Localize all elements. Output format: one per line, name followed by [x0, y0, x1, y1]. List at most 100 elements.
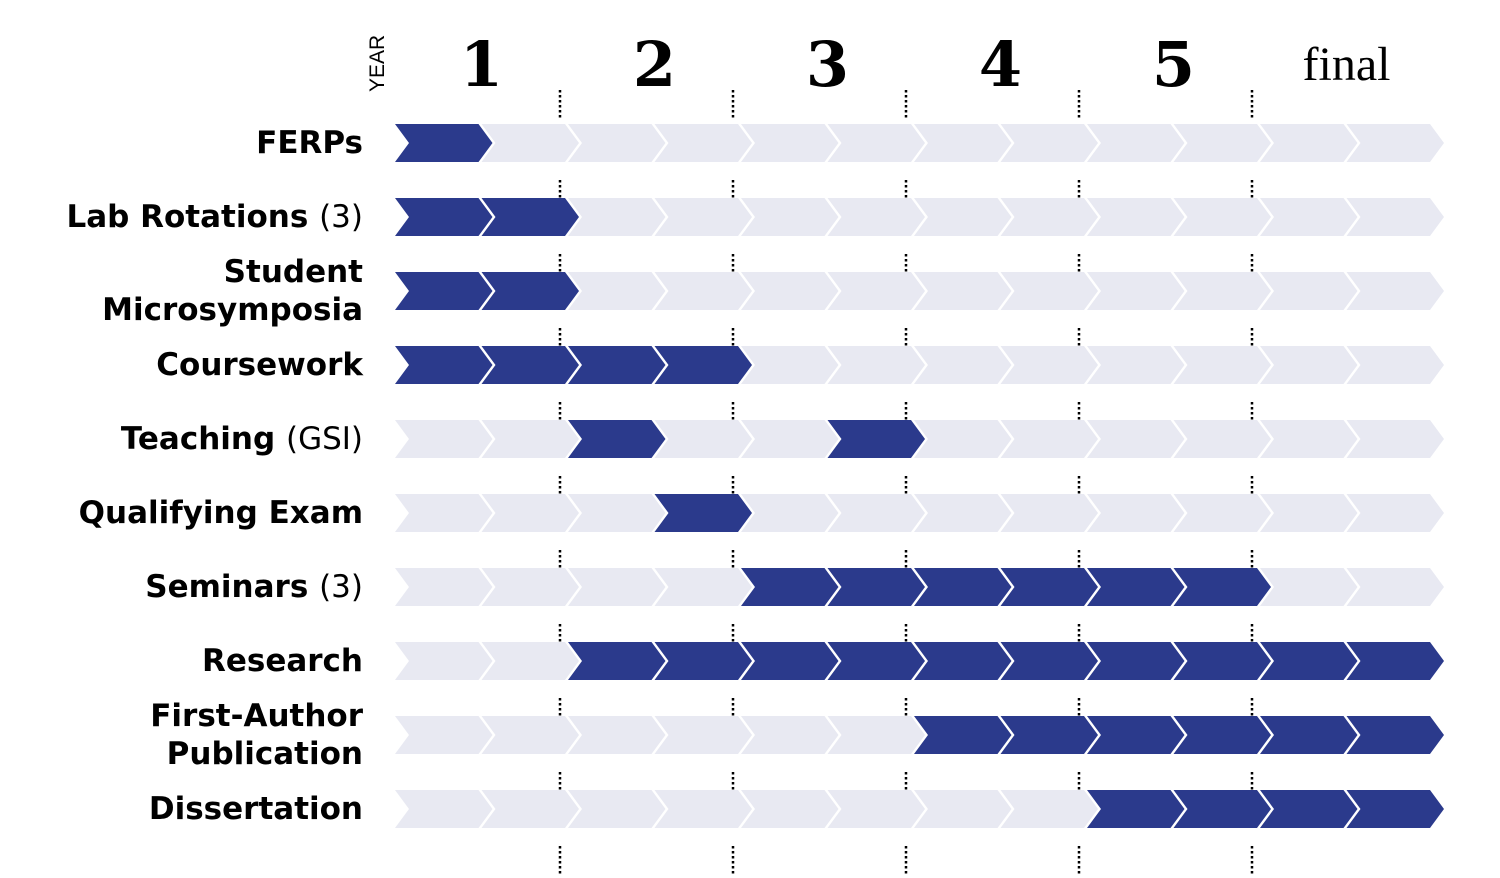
chevron-inactive: [1260, 494, 1358, 532]
chevron-active: [1346, 716, 1444, 754]
chevron-inactive: [827, 790, 925, 828]
chevron-active: [914, 716, 1012, 754]
chevron-inactive: [914, 346, 1012, 384]
row-label-text: Lab Rotations: [66, 199, 319, 235]
chevron-inactive: [1346, 272, 1444, 310]
row-label-note: (3): [319, 199, 363, 235]
row-label: Student: [224, 254, 363, 290]
year-2-label: 2: [633, 28, 676, 101]
chevron-inactive: [741, 790, 839, 828]
chevron-inactive: [1346, 346, 1444, 384]
chevron-active: [395, 124, 493, 162]
chevron-inactive: [1260, 124, 1358, 162]
chevron-inactive: [395, 420, 493, 458]
year-final-label: final: [1303, 38, 1391, 91]
chevron-inactive: [1087, 494, 1185, 532]
chevron-inactive: [1087, 124, 1185, 162]
chevron-inactive: [827, 272, 925, 310]
chevron-active: [481, 198, 579, 236]
year-3-label: 3: [806, 28, 849, 101]
chevron-inactive: [654, 272, 752, 310]
chevron-inactive: [654, 198, 752, 236]
chevron-active: [827, 420, 925, 458]
year-1-label: 1: [460, 28, 503, 101]
chevron-active: [1346, 790, 1444, 828]
timeline-row: Qualifying Exam: [79, 494, 1444, 532]
chevron-inactive: [481, 494, 579, 532]
chevron-inactive: [568, 494, 666, 532]
chevron-inactive: [741, 346, 839, 384]
chevron-active: [1087, 716, 1185, 754]
chevron-inactive: [914, 790, 1012, 828]
chevron-inactive: [1000, 272, 1098, 310]
chevron-inactive: [481, 568, 579, 606]
chevron-active: [1346, 642, 1444, 680]
chevron-inactive: [741, 198, 839, 236]
chevron-inactive: [654, 716, 752, 754]
chevron-inactive: [914, 124, 1012, 162]
chevron-inactive: [741, 716, 839, 754]
chevron-inactive: [395, 568, 493, 606]
row-label-text: Seminars: [145, 569, 319, 605]
row-label: Teaching (GSI): [121, 421, 363, 457]
chevron-active: [741, 642, 839, 680]
chevron-inactive: [914, 198, 1012, 236]
row-label-note: (GSI): [286, 421, 363, 457]
chevron-active: [395, 346, 493, 384]
chevron-inactive: [1000, 420, 1098, 458]
chevron-active: [654, 346, 752, 384]
chevron-inactive: [914, 420, 1012, 458]
chevron-inactive: [654, 790, 752, 828]
year-5-label: 5: [1152, 28, 1195, 101]
chevron-inactive: [1087, 198, 1185, 236]
row-label-note: (3): [319, 569, 363, 605]
chevron-active: [1173, 716, 1271, 754]
chevron-active: [1173, 642, 1271, 680]
chevron-inactive: [568, 568, 666, 606]
chevron-active: [1173, 790, 1271, 828]
chevron-inactive: [1000, 198, 1098, 236]
chevron-active: [827, 642, 925, 680]
chevron-inactive: [1260, 568, 1358, 606]
timeline-row: Dissertation: [149, 790, 1444, 828]
timeline-row: Research: [202, 642, 1444, 680]
chevron-inactive: [1087, 420, 1185, 458]
row-label: Research: [202, 643, 363, 679]
chevron-active: [827, 568, 925, 606]
row-label: Qualifying Exam: [79, 495, 363, 531]
chevron-inactive: [568, 198, 666, 236]
year-axis-label: YEAR: [366, 35, 389, 92]
chevron-inactive: [1173, 198, 1271, 236]
chevron-active: [1173, 568, 1271, 606]
chevron-active: [1000, 716, 1098, 754]
chevron-inactive: [1260, 420, 1358, 458]
chevron-inactive: [481, 642, 579, 680]
chevron-inactive: [914, 272, 1012, 310]
chevron-inactive: [1000, 124, 1098, 162]
chevron-inactive: [654, 568, 752, 606]
chevron-inactive: [741, 124, 839, 162]
row-label: First-Author: [150, 698, 363, 734]
chevron-active: [1087, 790, 1185, 828]
chevron-active: [1260, 716, 1358, 754]
chevron-active: [481, 272, 579, 310]
chevron-inactive: [1173, 494, 1271, 532]
chevron-inactive: [1173, 420, 1271, 458]
row-label: Dissertation: [149, 791, 363, 827]
chevron-inactive: [395, 494, 493, 532]
chevron-active: [654, 494, 752, 532]
chevron-active: [1260, 642, 1358, 680]
chevron-inactive: [1173, 272, 1271, 310]
chevron-inactive: [827, 198, 925, 236]
chevron-active: [568, 346, 666, 384]
chevron-inactive: [568, 272, 666, 310]
chevron-inactive: [568, 790, 666, 828]
chevron-inactive: [654, 124, 752, 162]
chevron-inactive: [1000, 790, 1098, 828]
chevron-active: [654, 642, 752, 680]
chevron-active: [395, 272, 493, 310]
chevron-active: [481, 346, 579, 384]
chevron-inactive: [1000, 346, 1098, 384]
